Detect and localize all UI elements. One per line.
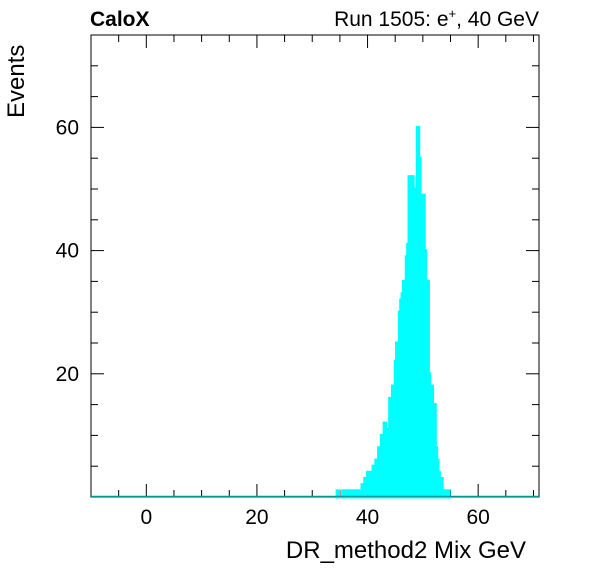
y-tick-label: 60 (56, 116, 79, 139)
axis-ticks (91, 34, 539, 497)
y-tick-label: 40 (56, 240, 79, 263)
header-right: Run 1505: e+, 40 GeV (334, 6, 539, 31)
plot-frame (90, 34, 540, 498)
y-axis-title: Events (3, 45, 30, 118)
header-right-suffix: , 40 GeV (456, 8, 539, 31)
x-tick-label: 20 (245, 506, 268, 529)
tick-labels: 0 20 40 60 20 40 60 (56, 116, 490, 529)
x-axis-title: DR_method2 Mix GeV (286, 537, 526, 564)
header-left: CaloX (90, 8, 150, 31)
y-tick-label: 20 (56, 363, 79, 386)
x-tick-label: 40 (356, 506, 379, 529)
header-right-sup: + (449, 6, 457, 21)
header-right-prefix: Run 1505: e (334, 8, 448, 31)
x-tick-label: 0 (140, 506, 152, 529)
histogram-series (335, 125, 451, 499)
x-tick-label: 60 (466, 506, 489, 529)
